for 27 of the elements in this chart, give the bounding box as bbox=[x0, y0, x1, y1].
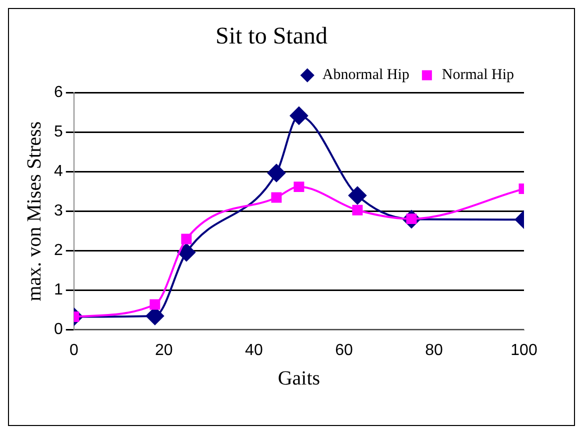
chart-title: Sit to Stand bbox=[215, 24, 328, 50]
point bbox=[271, 192, 282, 203]
point bbox=[150, 299, 160, 310]
point bbox=[290, 106, 308, 125]
y-tick-label: 2 bbox=[54, 242, 63, 260]
y-tick-label: 5 bbox=[54, 124, 63, 141]
legend-label: Abnormal Hip bbox=[322, 67, 410, 84]
y-tick-label: 3 bbox=[54, 202, 63, 220]
x-tick-label: 40 bbox=[245, 342, 263, 359]
y-tick-label: 4 bbox=[54, 163, 63, 180]
point bbox=[267, 164, 286, 182]
y-axis-title: max. von Mises Stress bbox=[23, 121, 46, 302]
x-tick-label: 0 bbox=[69, 342, 78, 359]
point bbox=[348, 186, 366, 204]
point bbox=[294, 182, 304, 192]
y-tick-label: 1 bbox=[54, 282, 63, 299]
x-tick-label: 80 bbox=[425, 342, 443, 359]
point bbox=[181, 234, 192, 244]
y-tick-label: 6 bbox=[54, 84, 63, 102]
x-tick-label: 100 bbox=[510, 342, 538, 359]
x-tick-label: 20 bbox=[155, 342, 173, 359]
point bbox=[352, 204, 363, 216]
y-tick-label: 0 bbox=[54, 321, 63, 338]
point bbox=[177, 243, 196, 262]
x-axis-title: Gaits bbox=[278, 367, 320, 390]
legend-label: Normal Hip bbox=[442, 67, 514, 84]
x-tick-label: 60 bbox=[335, 342, 353, 359]
